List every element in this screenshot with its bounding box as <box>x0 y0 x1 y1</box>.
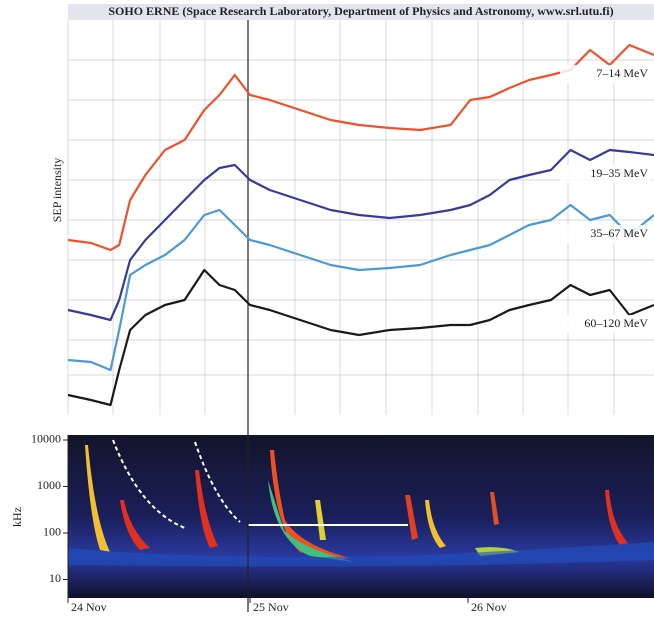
legend-bg <box>560 225 652 243</box>
x-tick-label: 24 Nov <box>71 600 107 614</box>
series-label: 60–120 MeV <box>584 316 648 330</box>
series-label: 7–14 MeV <box>596 66 648 80</box>
series-line <box>67 43 654 252</box>
x-tick-label: 26 Nov <box>471 600 507 614</box>
y-tick-label: 100 <box>43 525 61 539</box>
legend-bg <box>560 165 652 183</box>
legend-bg <box>560 65 652 83</box>
y-tick-label: 10 <box>49 571 61 585</box>
radio-bursts <box>68 439 654 567</box>
legend-bg <box>560 315 652 333</box>
title-bar <box>68 4 654 20</box>
spectrogram-image <box>68 435 654 598</box>
y-tick-label: 10000 <box>31 432 61 446</box>
series-line <box>67 268 654 407</box>
y-axis-label: kHz <box>10 507 24 527</box>
y-tick-label: 1000 <box>37 478 61 492</box>
x-tick-label: 25 Nov <box>253 600 289 614</box>
series-label: 19–35 MeV <box>590 166 648 180</box>
series-line <box>67 148 654 322</box>
series-line <box>67 203 654 372</box>
y-axis-label: SEP intensity <box>50 158 64 223</box>
chart-title: SOHO ERNE (Space Research Laboratory, De… <box>108 4 613 18</box>
series-label: 35–67 MeV <box>590 226 648 240</box>
